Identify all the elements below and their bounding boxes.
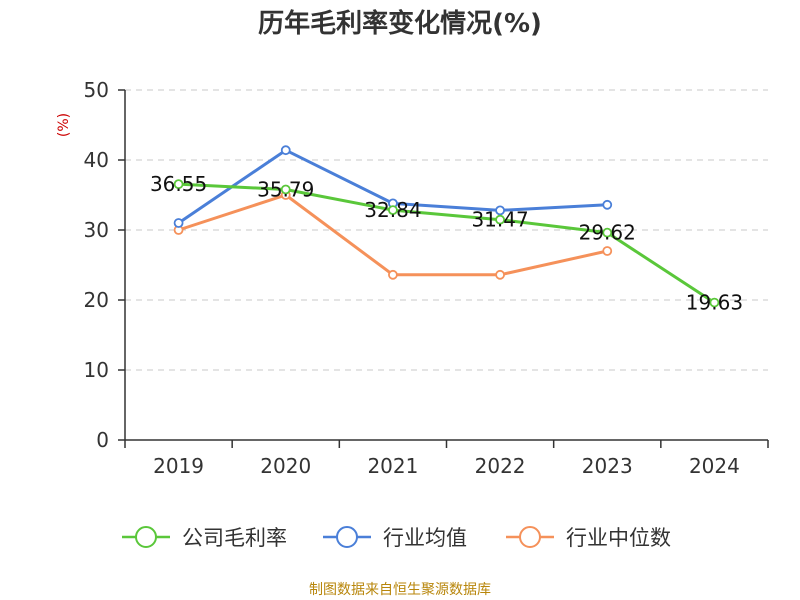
data-label: 32.84 [364, 198, 421, 222]
y-tick-label: 0 [96, 428, 109, 452]
y-tick-label: 10 [84, 358, 109, 382]
data-point [388, 205, 398, 216]
legend-item-3: 行业中位数 [506, 526, 671, 550]
data-point [709, 297, 720, 308]
series-line [178, 182, 716, 304]
data-point [280, 145, 291, 156]
legend-item-2: 行业均值 [323, 526, 467, 550]
data-point [495, 269, 505, 280]
data-point [388, 269, 398, 280]
legend-marker [519, 526, 541, 548]
y-tick-label: 20 [84, 288, 109, 312]
y-tick-label: 40 [84, 148, 109, 172]
legend: 公司毛利率 行业均值 行业中位数 [122, 526, 671, 550]
x-tick-label: 2020 [260, 454, 311, 478]
data-label: 36.55 [150, 172, 207, 196]
legend-label: 行业中位数 [566, 526, 671, 550]
data-label: 35.79 [257, 177, 314, 201]
data-label: 31.47 [471, 208, 528, 232]
series-layer [173, 145, 720, 308]
data-point [602, 227, 613, 238]
y-tick-label: 30 [84, 218, 109, 242]
x-tick-label: 2021 [367, 454, 418, 478]
grid [125, 89, 768, 371]
legend-marker [135, 526, 157, 548]
legend-item-1: 公司毛利率 [122, 526, 287, 550]
data-point [173, 218, 184, 228]
data-point [602, 199, 613, 210]
legend-label: 公司毛利率 [182, 526, 287, 550]
data-point [495, 205, 505, 216]
axes: 0 10 20 30 40 50 2019 2020 2021 2022 2023 2024 [84, 78, 769, 478]
x-tick-label: 2024 [689, 454, 740, 478]
data-point [173, 179, 184, 190]
source-note: 制图数据来自恒生聚源数据库 [309, 582, 491, 598]
legend-label: 行业均值 [383, 526, 467, 550]
chart-title: 历年毛利率变化情况(%) [258, 8, 542, 39]
y-tick-label: 50 [84, 78, 109, 102]
data-point [280, 184, 291, 195]
data-point [495, 214, 505, 225]
data-labels: 36.55 35.79 32.84 31.47 29.62 19.63 [150, 172, 743, 314]
series-3 [173, 190, 613, 280]
data-point [602, 246, 613, 256]
legend-marker [336, 526, 358, 548]
data-label: 29.62 [579, 221, 636, 245]
x-tick-label: 2019 [153, 454, 204, 478]
x-tick-label: 2022 [475, 454, 526, 478]
y-axis-label: (%) [56, 113, 72, 137]
x-tick-label: 2023 [582, 454, 633, 478]
series-2 [173, 145, 613, 228]
series-1 [173, 179, 720, 308]
data-label: 19.63 [686, 291, 743, 315]
